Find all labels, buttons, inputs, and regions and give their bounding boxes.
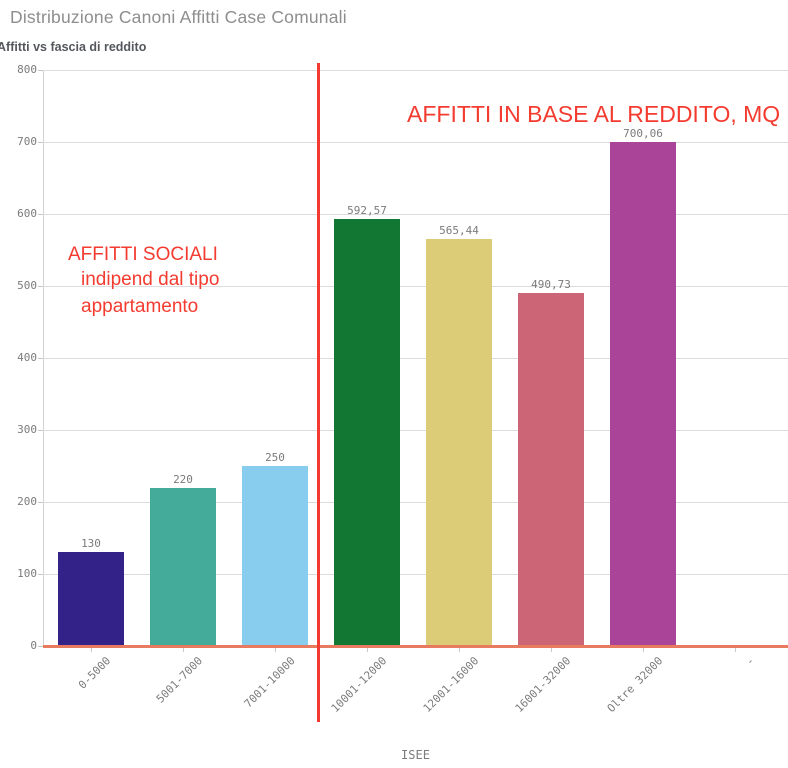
bar-12001-16000[interactable] <box>426 238 492 646</box>
bar-value-label: 592,57 <box>347 204 387 218</box>
red-separator-line <box>317 63 320 722</box>
x-tick <box>459 648 460 652</box>
x-axis-line <box>43 645 788 648</box>
y-tick-label-500: 500 <box>17 279 37 292</box>
x-tick-label-0-5000[interactable]: 0-5000 <box>76 654 114 692</box>
gridline-100 <box>43 574 788 575</box>
y-tick-label-700: 700 <box>17 135 37 148</box>
y-tick-label-200: 200 <box>17 495 37 508</box>
bar-value-label: 700,06 <box>623 126 663 140</box>
gridline-400 <box>43 358 788 359</box>
x-tick-label-16001-32000[interactable]: 16001-32000 <box>512 654 574 716</box>
annotation-affitti-sociali: AFFITTI SOCIALI <box>68 244 218 265</box>
x-tick-label-5001-7000[interactable]: 5001-7000 <box>154 654 206 706</box>
annotation-appartamento: appartamento <box>81 296 199 317</box>
y-tick-800 <box>38 70 43 71</box>
y-tick-500 <box>38 286 43 287</box>
bar-value-label: 250 <box>265 451 285 464</box>
y-tick-600 <box>38 214 43 215</box>
x-tick-label-Oltre 32000[interactable]: Oltre 32000 <box>604 654 666 716</box>
bar-value-label: 490,73 <box>531 277 571 291</box>
x-tick <box>183 648 184 652</box>
x-tick-label-12001-16000[interactable]: 12001-16000 <box>420 654 482 716</box>
gridline-800 <box>43 70 788 71</box>
y-tick-label-600: 600 <box>17 207 37 220</box>
bar-5001-7000[interactable] <box>150 487 216 646</box>
bar-value-label: 130 <box>81 537 101 551</box>
gridline-200 <box>43 502 788 503</box>
page-title: Distribuzione Canoni Affitti Case Comuna… <box>10 7 347 27</box>
bar-10001-12000[interactable] <box>334 219 400 646</box>
x-tick-label-7001-10000[interactable]: 7001-10000 <box>241 654 298 711</box>
bar-7001-10000[interactable] <box>242 466 308 646</box>
x-tick <box>643 648 644 652</box>
x-tick <box>91 648 92 652</box>
y-tick-label-100: 100 <box>17 567 37 580</box>
y-tick-700 <box>38 142 43 143</box>
y-tick-400 <box>38 358 43 359</box>
y-tick-300 <box>38 430 43 431</box>
bar-0-5000[interactable] <box>58 552 124 646</box>
y-tick-label-800: 800 <box>17 63 37 76</box>
gridline-300 <box>43 430 788 431</box>
x-axis-title: ISEE <box>401 748 430 762</box>
chart-subtitle: Affitti vs fascia di reddito <box>0 40 147 54</box>
gridline-600 <box>43 214 788 215</box>
y-tick-label-400: 400 <box>17 351 37 364</box>
y-tick-label-0: 0 <box>30 639 37 652</box>
annotation-affitti-in-base-al-reddito: AFFITTI IN BASE AL REDDITO, MQ <box>407 101 781 127</box>
gridline-500 <box>43 286 788 287</box>
bar-value-label: 565,44 <box>439 223 479 237</box>
bar-Oltre 32000[interactable] <box>610 141 676 646</box>
x-tick-label-extra: - <box>743 654 758 669</box>
y-tick-label-300: 300 <box>17 423 37 436</box>
x-tick <box>275 648 276 652</box>
bar-value-label: 220 <box>173 472 193 486</box>
y-tick-0 <box>38 646 43 647</box>
gridline-700 <box>43 142 788 143</box>
x-tick <box>551 648 552 652</box>
y-tick-200 <box>38 502 43 503</box>
x-tick-label-10001-12000[interactable]: 10001-12000 <box>328 654 390 716</box>
bar-16001-32000[interactable] <box>518 292 584 646</box>
x-tick <box>367 648 368 652</box>
annotation-indipend-dal-tipo: indipend dal tipo <box>81 269 220 290</box>
y-tick-100 <box>38 574 43 575</box>
x-tick-extra <box>735 648 736 652</box>
